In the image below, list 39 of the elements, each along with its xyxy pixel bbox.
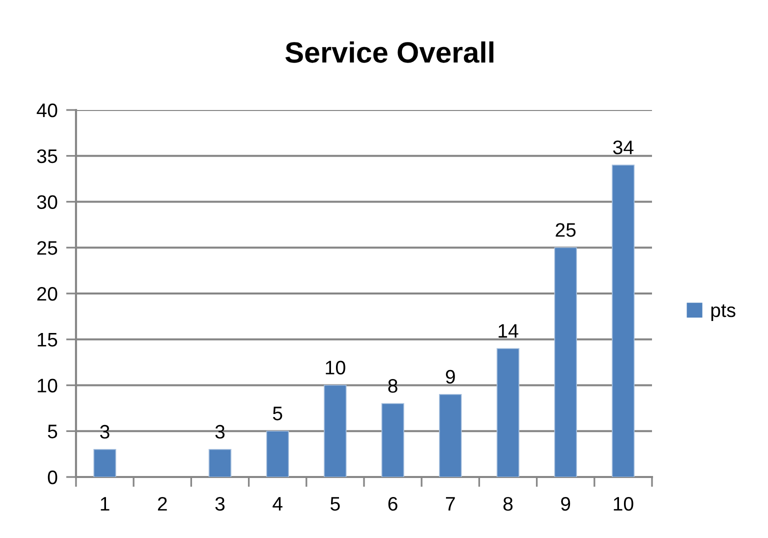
bar (612, 164, 635, 477)
y-tick-label: 40 (36, 103, 58, 118)
x-tick-label: 1 (100, 497, 110, 511)
bar (266, 430, 289, 477)
x-tick-label: 10 (614, 496, 634, 511)
bar (554, 247, 577, 477)
x-tick-label: 8 (503, 496, 513, 511)
chart-title: Service Overall (285, 41, 494, 63)
data-label: 3 (100, 424, 110, 439)
y-tick-label: 25 (37, 241, 58, 255)
data-label: 3 (215, 424, 225, 439)
bar (439, 394, 462, 477)
y-tick-label: 5 (48, 424, 58, 438)
data-label: 25 (556, 223, 576, 237)
bar (93, 449, 116, 477)
x-tick-label: 7 (446, 497, 455, 511)
y-tick-label: 30 (37, 195, 58, 209)
data-label: 5 (272, 406, 282, 420)
x-tick-label: 6 (388, 496, 398, 511)
y-tick-label: 15 (38, 333, 58, 347)
data-label: 34 (613, 140, 634, 154)
bar (208, 449, 232, 477)
legend-label: pts (711, 304, 736, 321)
y-tick-label: 0 (48, 470, 58, 484)
x-tick-label: 5 (330, 497, 340, 511)
data-label: 14 (498, 324, 518, 338)
y-tick-label: 20 (37, 286, 58, 301)
x-tick-label: 4 (272, 497, 282, 511)
bar (324, 384, 347, 477)
data-label: 10 (326, 360, 346, 374)
bar (381, 403, 404, 477)
x-tick-label: 2 (158, 496, 167, 511)
x-tick-label: 3 (215, 496, 225, 511)
data-label: 9 (446, 370, 455, 384)
data-label: 8 (388, 379, 398, 393)
bar (496, 348, 520, 477)
y-tick-label: 10 (38, 378, 58, 392)
y-tick-label: 35 (37, 149, 58, 164)
x-tick-label: 9 (561, 496, 570, 511)
